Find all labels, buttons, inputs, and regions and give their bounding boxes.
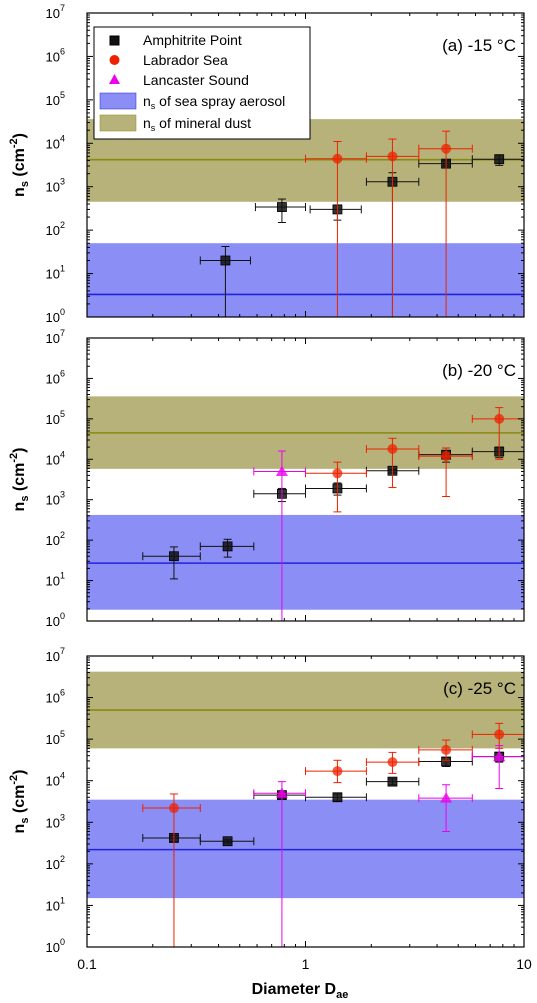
y-tick-label: 106 xyxy=(46,368,65,386)
y-tick-label: 101 xyxy=(46,264,65,282)
legend-dust-swatch xyxy=(100,115,136,131)
plot-area xyxy=(87,119,524,317)
legend-square-marker xyxy=(110,36,119,45)
square-marker xyxy=(223,837,232,846)
y-tick-label: 102 xyxy=(46,530,65,548)
circle-marker xyxy=(441,745,451,755)
legend-dust-label: ns of mineral dust xyxy=(143,115,251,133)
y-tick-label: 105 xyxy=(46,409,65,427)
square-marker xyxy=(277,203,286,212)
square-marker xyxy=(169,552,178,561)
circle-marker xyxy=(387,151,397,161)
circle-marker xyxy=(441,144,451,154)
square-marker xyxy=(223,542,232,551)
panel-c: 100 101 102 103 104 105 106 107 0.1 1 10 (c) -25 °C… xyxy=(8,646,532,972)
data-point-amphitrite xyxy=(366,777,418,786)
y-tick-label: 100 xyxy=(46,611,65,629)
y-axis-label: ns (cm-2) xyxy=(8,448,31,512)
panel-b: 100 101 102 103 104 105 106 107 (b) -20 °C ns (cm… xyxy=(8,328,524,629)
data-point-amphitrite xyxy=(306,483,367,495)
y-tick-label: 106 xyxy=(46,688,65,706)
y-tick-label: 101 xyxy=(46,571,65,589)
y-tick-label: 101 xyxy=(46,895,65,913)
square-marker xyxy=(495,155,504,164)
x-tick-label: 0.1 xyxy=(77,956,97,972)
data-point-amphitrite xyxy=(254,488,306,501)
y-tick-label: 104 xyxy=(46,133,65,151)
circle-marker xyxy=(494,414,504,424)
y-tick-label: 103 xyxy=(46,812,65,830)
square-marker xyxy=(333,793,342,802)
data-point-labrador xyxy=(306,760,367,782)
y-tick-label: 104 xyxy=(46,771,65,789)
triangle-marker xyxy=(440,792,452,803)
x-tick-label: 10 xyxy=(516,956,532,972)
circle-marker xyxy=(494,729,504,739)
square-marker xyxy=(388,777,397,786)
panel-title: (c) -25 °C xyxy=(443,679,516,698)
legend-sea-spray-swatch xyxy=(100,93,136,109)
circle-marker xyxy=(332,468,342,478)
y-tick-label: 107 xyxy=(46,3,65,21)
y-tick-label: 102 xyxy=(46,220,65,238)
data-point-labrador xyxy=(366,752,418,773)
y-tick-label: 100 xyxy=(46,937,65,955)
legend: Amphitrite Point Labrador Sea Lancaster … xyxy=(94,27,310,139)
panel-title: (b) -20 °C xyxy=(442,361,516,380)
square-marker xyxy=(221,256,230,265)
data-point-amphitrite xyxy=(310,205,361,220)
legend-sea-spray-label: ns of sea spray aerosol xyxy=(143,93,285,111)
x-axis-label: Diameter Dae xyxy=(252,981,349,1001)
legend-circle-marker xyxy=(110,55,120,65)
y-tick-label: 106 xyxy=(46,46,65,64)
data-point-amphitrite xyxy=(419,757,473,766)
circle-marker xyxy=(332,766,342,776)
legend-amphitrite-label: Amphitrite Point xyxy=(143,32,242,48)
circle-marker xyxy=(169,803,179,813)
y-axis-label: ns (cm-2) xyxy=(8,133,31,197)
y-tick-label: 104 xyxy=(46,449,65,467)
plot-area xyxy=(87,396,524,621)
circle-marker xyxy=(387,757,397,767)
circle-marker xyxy=(441,451,451,461)
y-tick-label: 105 xyxy=(46,90,65,108)
y-tick-label: 103 xyxy=(46,177,65,195)
y-tick-label: 105 xyxy=(46,729,65,747)
y-tick-label: 100 xyxy=(46,307,65,325)
circle-marker xyxy=(332,154,342,164)
legend-labrador-label: Labrador Sea xyxy=(143,52,228,68)
x-tick-label: 1 xyxy=(302,956,310,972)
y-axis-label: ns (cm-2) xyxy=(8,770,31,834)
plot-area xyxy=(87,672,524,947)
y-tick-label: 107 xyxy=(46,328,65,346)
sea-spray-band xyxy=(87,243,524,317)
data-point-amphitrite xyxy=(255,199,305,222)
panel-title: (a) -15 °C xyxy=(442,36,516,55)
y-tick-label: 103 xyxy=(46,490,65,508)
y-tick-label: 102 xyxy=(46,854,65,872)
legend-lancaster-label: Lancaster Sound xyxy=(143,72,249,88)
y-tick-label: 107 xyxy=(46,646,65,664)
circle-marker xyxy=(387,444,397,454)
